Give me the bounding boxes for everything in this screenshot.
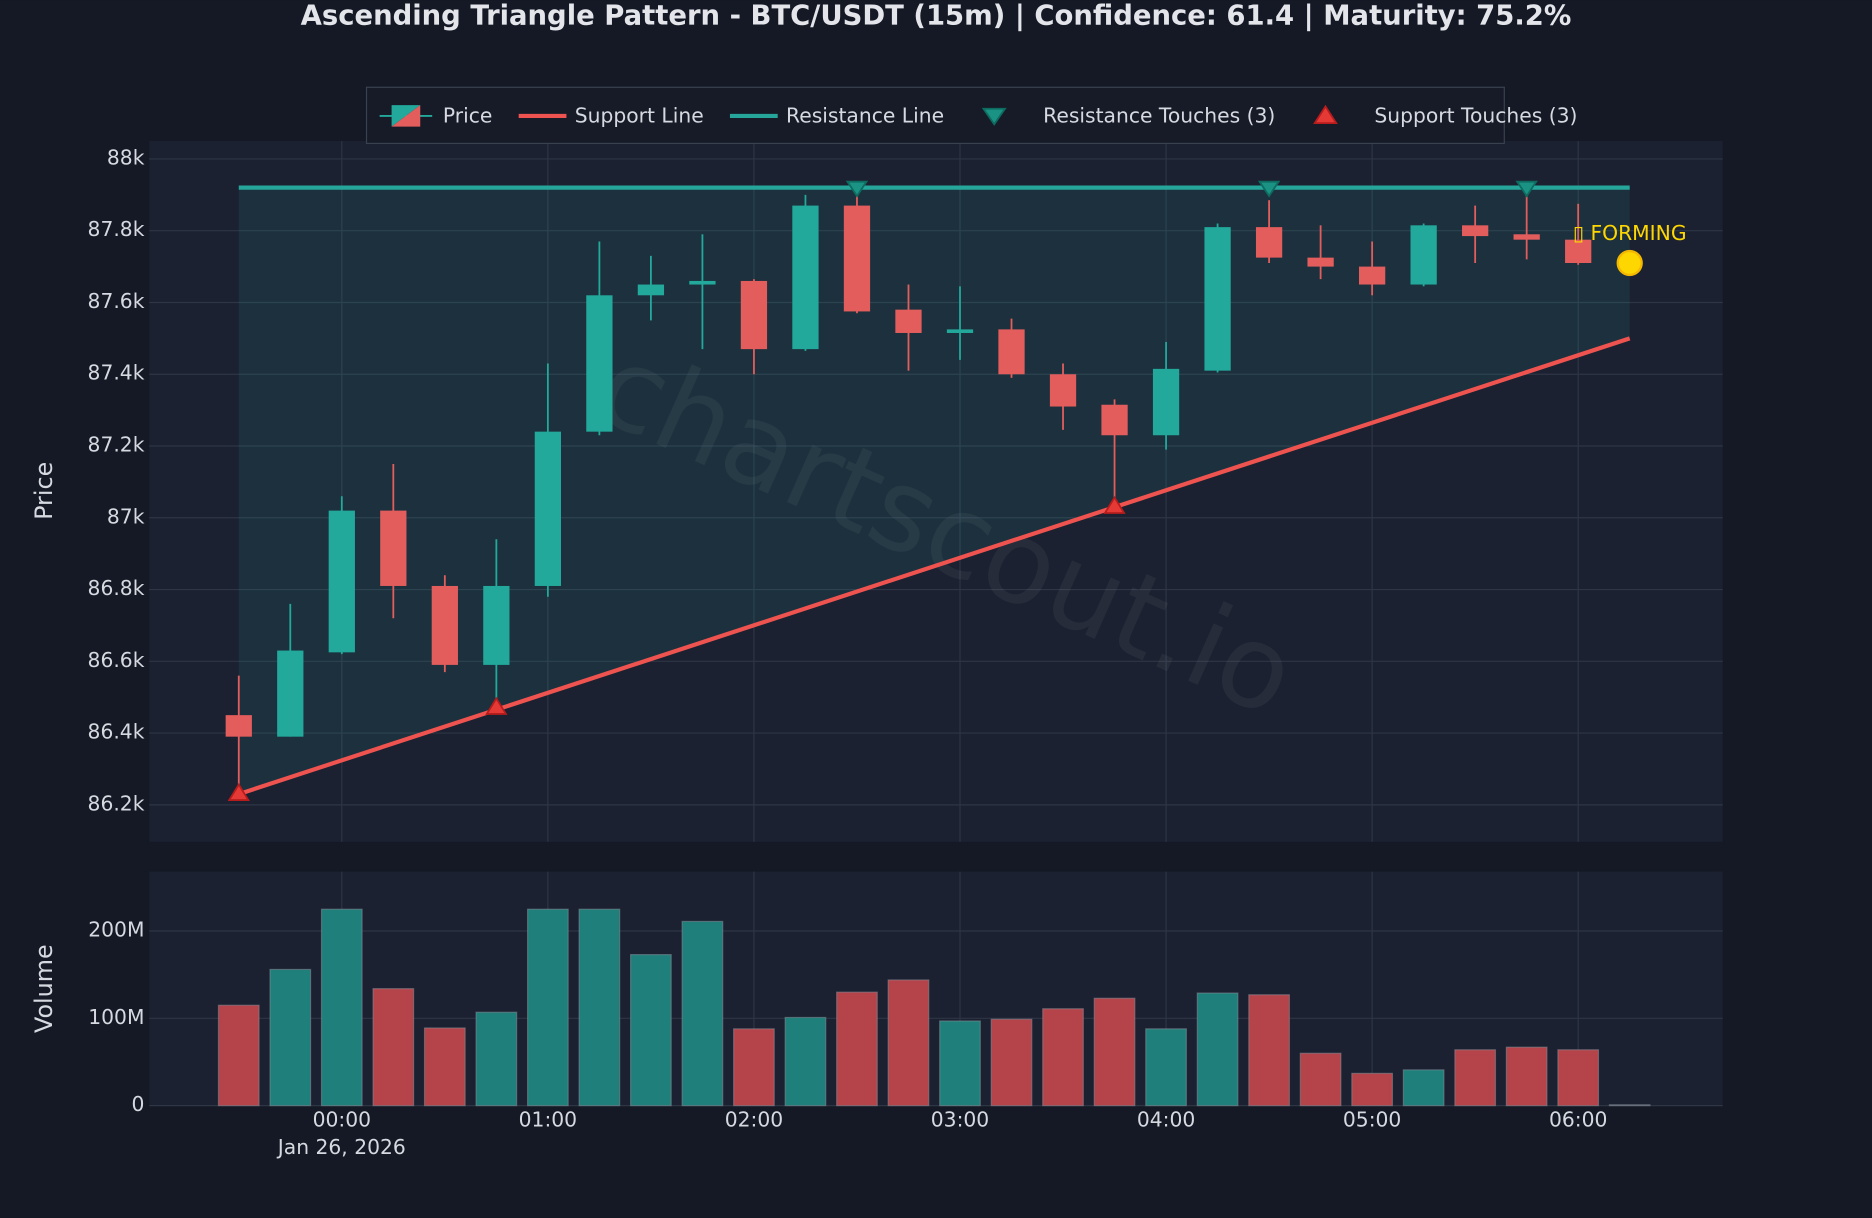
legend-swatch xyxy=(981,107,1007,126)
volume-bar xyxy=(939,1020,981,1107)
touch-marker xyxy=(1103,495,1126,514)
candle-body xyxy=(1513,234,1540,240)
candle-body xyxy=(1255,227,1283,258)
volume-bar xyxy=(836,991,878,1107)
candle-body xyxy=(225,715,252,737)
legend-label: Price xyxy=(443,104,492,128)
candle-body xyxy=(1204,227,1231,371)
x-tick-label: 02:00 xyxy=(725,1108,783,1132)
x-date-label: Jan 26, 2026 xyxy=(276,1135,406,1159)
candle-body xyxy=(1410,225,1437,285)
x-tick-label: 05:00 xyxy=(1343,1108,1401,1132)
volume-bar xyxy=(990,1018,1033,1107)
touch-marker xyxy=(227,782,250,801)
volume-bar xyxy=(1454,1049,1497,1107)
volume-bar xyxy=(526,908,569,1107)
candle-body xyxy=(740,280,768,350)
candle-body xyxy=(380,510,407,586)
volume-bar xyxy=(320,908,363,1107)
annotation-label: ▯ FORMING xyxy=(1573,221,1687,245)
touch-marker xyxy=(1257,180,1281,198)
volume-bar xyxy=(1042,1008,1084,1107)
volume-bar xyxy=(1093,997,1136,1107)
candle-body xyxy=(1101,404,1128,436)
y-tick-label: 87k xyxy=(107,504,145,528)
candle-body xyxy=(586,295,613,432)
volume-bar xyxy=(887,979,930,1107)
volume-bar xyxy=(1299,1052,1342,1107)
x-tick-label: 00:00 xyxy=(313,1108,371,1132)
trend-line xyxy=(238,336,1631,797)
volume-bar xyxy=(1196,992,1239,1107)
candle-body xyxy=(1565,239,1592,264)
volume-bar xyxy=(269,968,312,1107)
y-tick-label: 87.8k xyxy=(88,217,145,241)
chart-title: Ascending Triangle Pattern - BTC/USDT (1… xyxy=(301,0,1572,31)
y-tick-label: 86.6k xyxy=(88,648,145,672)
y-tick-label: 87.2k xyxy=(88,433,145,457)
y-axis-title: Volume xyxy=(30,944,58,1033)
volume-bar xyxy=(1608,1104,1651,1107)
volume-bar xyxy=(1505,1046,1548,1107)
candle-body xyxy=(843,205,871,312)
candle-body xyxy=(534,431,562,586)
x-tick-label: 03:00 xyxy=(931,1108,989,1132)
candle-body xyxy=(1358,266,1386,285)
candle-body xyxy=(1462,225,1489,237)
price-panel xyxy=(149,141,1723,842)
legend-label: Resistance Touches (3) xyxy=(1043,104,1275,128)
volume-bar xyxy=(1248,994,1290,1107)
volume-bar xyxy=(1145,1028,1187,1107)
volume-bar xyxy=(784,1016,827,1107)
legend-swatch xyxy=(1313,104,1338,124)
legend-swatch xyxy=(391,105,421,127)
volume-bar xyxy=(475,1011,518,1107)
volume-bar xyxy=(217,1004,260,1107)
volume-bar xyxy=(1351,1072,1394,1107)
candle-body xyxy=(946,329,974,333)
candle-body xyxy=(483,585,510,665)
y-tick-label: 0 xyxy=(132,1092,145,1116)
x-tick-label: 01:00 xyxy=(519,1108,577,1132)
x-tick-label: 06:00 xyxy=(1549,1108,1607,1132)
touch-marker xyxy=(485,696,508,715)
volume-bar xyxy=(1557,1049,1600,1107)
legend-label: Support Touches (3) xyxy=(1374,104,1577,128)
legend-label: Support Line xyxy=(575,104,704,128)
volume-bar xyxy=(423,1027,466,1107)
y-tick-label: 87.4k xyxy=(88,361,145,385)
legend-label: Resistance Line xyxy=(786,104,944,128)
volume-bar xyxy=(681,920,724,1107)
y-tick-label: 86.4k xyxy=(88,720,145,744)
y-tick-label: 88k xyxy=(107,145,145,169)
touch-marker xyxy=(845,180,869,198)
candle-body xyxy=(637,284,665,296)
candle-body xyxy=(328,510,355,653)
candle-body xyxy=(277,650,304,737)
volume-bar xyxy=(372,988,415,1107)
forming-dot xyxy=(1616,249,1643,277)
candle-body xyxy=(1307,257,1334,267)
y-tick-label: 86.2k xyxy=(88,791,145,815)
candle-body xyxy=(431,585,458,665)
candle-body xyxy=(1152,368,1180,436)
y-axis-title: Price xyxy=(30,462,58,520)
y-tick-label: 100M xyxy=(88,1005,144,1029)
volume-bar xyxy=(578,908,621,1107)
candle-body xyxy=(895,309,922,333)
candle-body xyxy=(792,205,819,350)
candle-body xyxy=(1049,374,1077,407)
y-tick-label: 87.6k xyxy=(88,289,145,313)
y-tick-label: 86.8k xyxy=(88,576,145,600)
volume-bar xyxy=(733,1028,775,1107)
volume-bar xyxy=(1402,1069,1445,1107)
touch-marker xyxy=(1515,180,1538,198)
y-tick-label: 200M xyxy=(88,918,144,942)
x-tick-label: 04:00 xyxy=(1137,1108,1195,1132)
candle-body xyxy=(689,280,716,285)
candle-body xyxy=(998,329,1025,375)
volume-bar xyxy=(630,954,672,1107)
